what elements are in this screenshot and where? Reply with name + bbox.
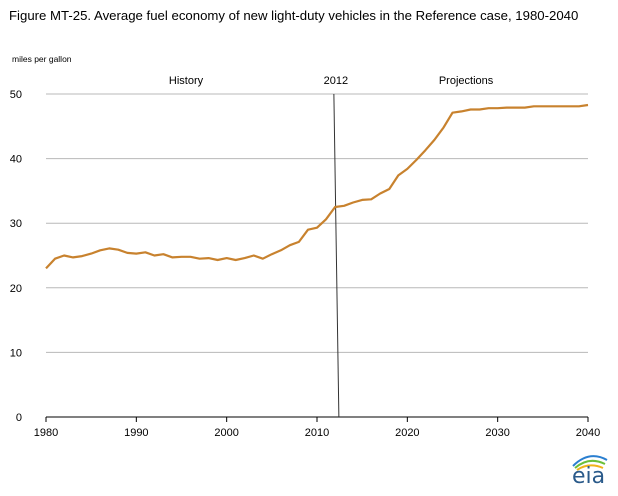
divider-line — [333, 93, 340, 418]
history-label: History — [169, 75, 204, 87]
divider-year-label: 2012 — [324, 75, 348, 87]
y-axis-label: miles per gallon — [12, 54, 72, 64]
y-tick-label-30: 30 — [10, 218, 22, 230]
chart-title: Figure MT-25. Average fuel economy of ne… — [9, 8, 579, 23]
eia-logo-text: eia — [572, 464, 606, 489]
axes — [45, 416, 589, 422]
x-tick-label-2030: 2030 — [485, 427, 509, 439]
x-tick-label-2020: 2020 — [395, 427, 419, 439]
y-tick-label-40: 40 — [10, 154, 22, 166]
gridlines — [46, 93, 588, 353]
series-group — [45, 103, 589, 270]
y-tick-label-10: 10 — [10, 347, 22, 359]
y-tick-label-50: 50 — [10, 89, 22, 101]
x-tick-label-2010: 2010 — [305, 427, 329, 439]
x-tick-label-2000: 2000 — [214, 427, 238, 439]
series-line-0 — [45, 103, 589, 270]
y-tick-label-0: 0 — [16, 412, 22, 424]
projections-label: Projections — [439, 75, 494, 87]
annotations: 2012 History Projections — [169, 75, 494, 418]
x-tick-label-1980: 1980 — [34, 427, 58, 439]
eia-logo-icon — [572, 455, 608, 471]
x-tick-label-2040: 2040 — [576, 427, 600, 439]
y-tick-label-20: 20 — [10, 283, 22, 295]
x-tick-label-1990: 1990 — [124, 427, 148, 439]
